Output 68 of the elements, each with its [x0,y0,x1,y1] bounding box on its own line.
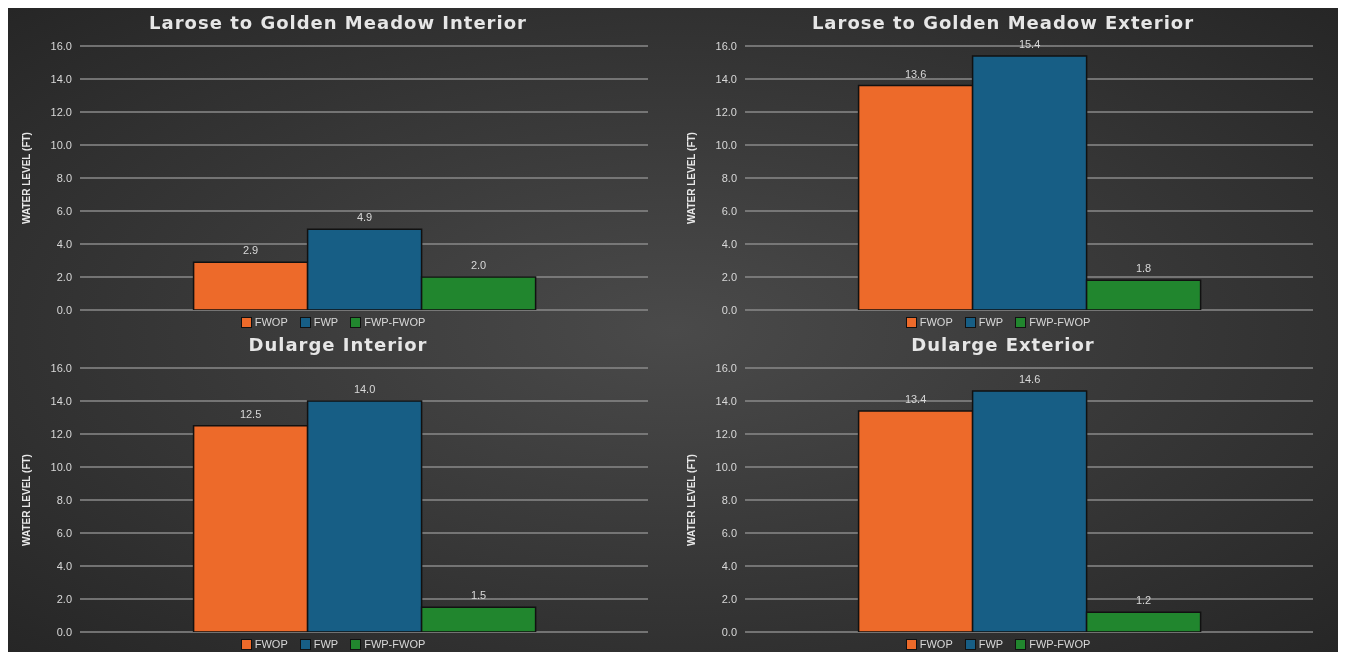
legend-label: FWOP [919,316,953,328]
y-tick-label: 10.0 [715,138,737,151]
y-tick-label: 6.0 [721,204,737,217]
y-tick-label: 14.0 [50,394,72,407]
y-tick-label: 10.0 [50,138,72,151]
y-tick-label: 2.0 [56,270,72,283]
data-label: 2.9 [242,244,259,257]
y-tick-label: 4.0 [721,237,737,250]
y-tick-label: 12.0 [715,427,737,440]
y-tick-label: 12.0 [715,105,737,118]
legend-label: FWP-FWOP [1029,316,1091,328]
data-label: 12.5 [239,407,262,420]
y-tick-label: 0.0 [721,303,737,316]
y-tick-label: 2.0 [56,592,72,605]
chart-title: Dularge Interior [247,333,429,357]
legend-label: FWOP [919,638,953,650]
y-tick-label: 10.0 [50,460,72,473]
data-label: 13.6 [904,67,927,80]
y-tick-label: 8.0 [721,171,737,184]
y-tick-label: 14.0 [715,394,737,407]
data-label: 4.9 [356,211,373,224]
y-tick-label: 6.0 [56,526,72,539]
data-label: 1.5 [470,589,487,602]
y-tick-label: 4.0 [56,559,72,572]
y-axis-title: WATER LEVEL (FT) [20,132,32,224]
y-tick-label: 6.0 [56,204,72,217]
chart-title: Larose to Golden Meadow Interior [148,11,528,35]
chart-title: Dularge Exterior [910,333,1096,357]
y-tick-label: 16.0 [50,39,72,52]
legend-label: FWP-FWOP [364,316,426,328]
legend-label: FWP [978,316,1004,328]
y-axis-title: WATER LEVEL (FT) [685,132,697,224]
y-tick-label: 14.0 [715,72,737,85]
legend-label: FWP-FWOP [364,638,426,650]
y-tick-label: 8.0 [56,493,72,506]
data-label: 1.2 [1135,594,1152,607]
y-tick-label: 0.0 [56,303,72,316]
legend-label: FWOP [254,316,288,328]
y-tick-label: 14.0 [50,72,72,85]
y-tick-label: 8.0 [56,171,72,184]
legend-label: FWP [978,638,1004,650]
legend-label: FWOP [254,638,288,650]
y-tick-label: 12.0 [50,427,72,440]
y-axis-title: WATER LEVEL (FT) [20,454,32,546]
y-tick-label: 2.0 [721,270,737,283]
data-label: 13.4 [904,392,927,405]
y-tick-label: 0.0 [56,625,72,638]
y-tick-label: 12.0 [50,105,72,118]
y-tick-label: 0.0 [721,625,737,638]
y-tick-label: 4.0 [56,237,72,250]
data-label: 1.8 [1135,262,1152,275]
data-label: 2.0 [470,259,487,271]
y-tick-label: 6.0 [721,526,737,539]
legend-label: FWP [313,638,339,650]
data-label: 15.4 [1018,37,1041,50]
chart-title: Larose to Golden Meadow Exterior [810,11,1196,35]
data-label: 14.6 [1018,373,1041,386]
legend-label: FWP-FWOP [1029,638,1091,650]
y-tick-label: 4.0 [721,559,737,572]
y-axis-title: WATER LEVEL (FT) [685,454,697,546]
legend-label: FWP [313,316,339,328]
y-tick-label: 16.0 [50,361,72,374]
y-tick-label: 16.0 [715,361,737,374]
y-tick-label: 8.0 [721,493,737,506]
data-label: 14.0 [353,383,376,395]
y-tick-label: 2.0 [721,592,737,605]
y-tick-label: 16.0 [715,39,737,52]
y-tick-label: 10.0 [715,460,737,473]
